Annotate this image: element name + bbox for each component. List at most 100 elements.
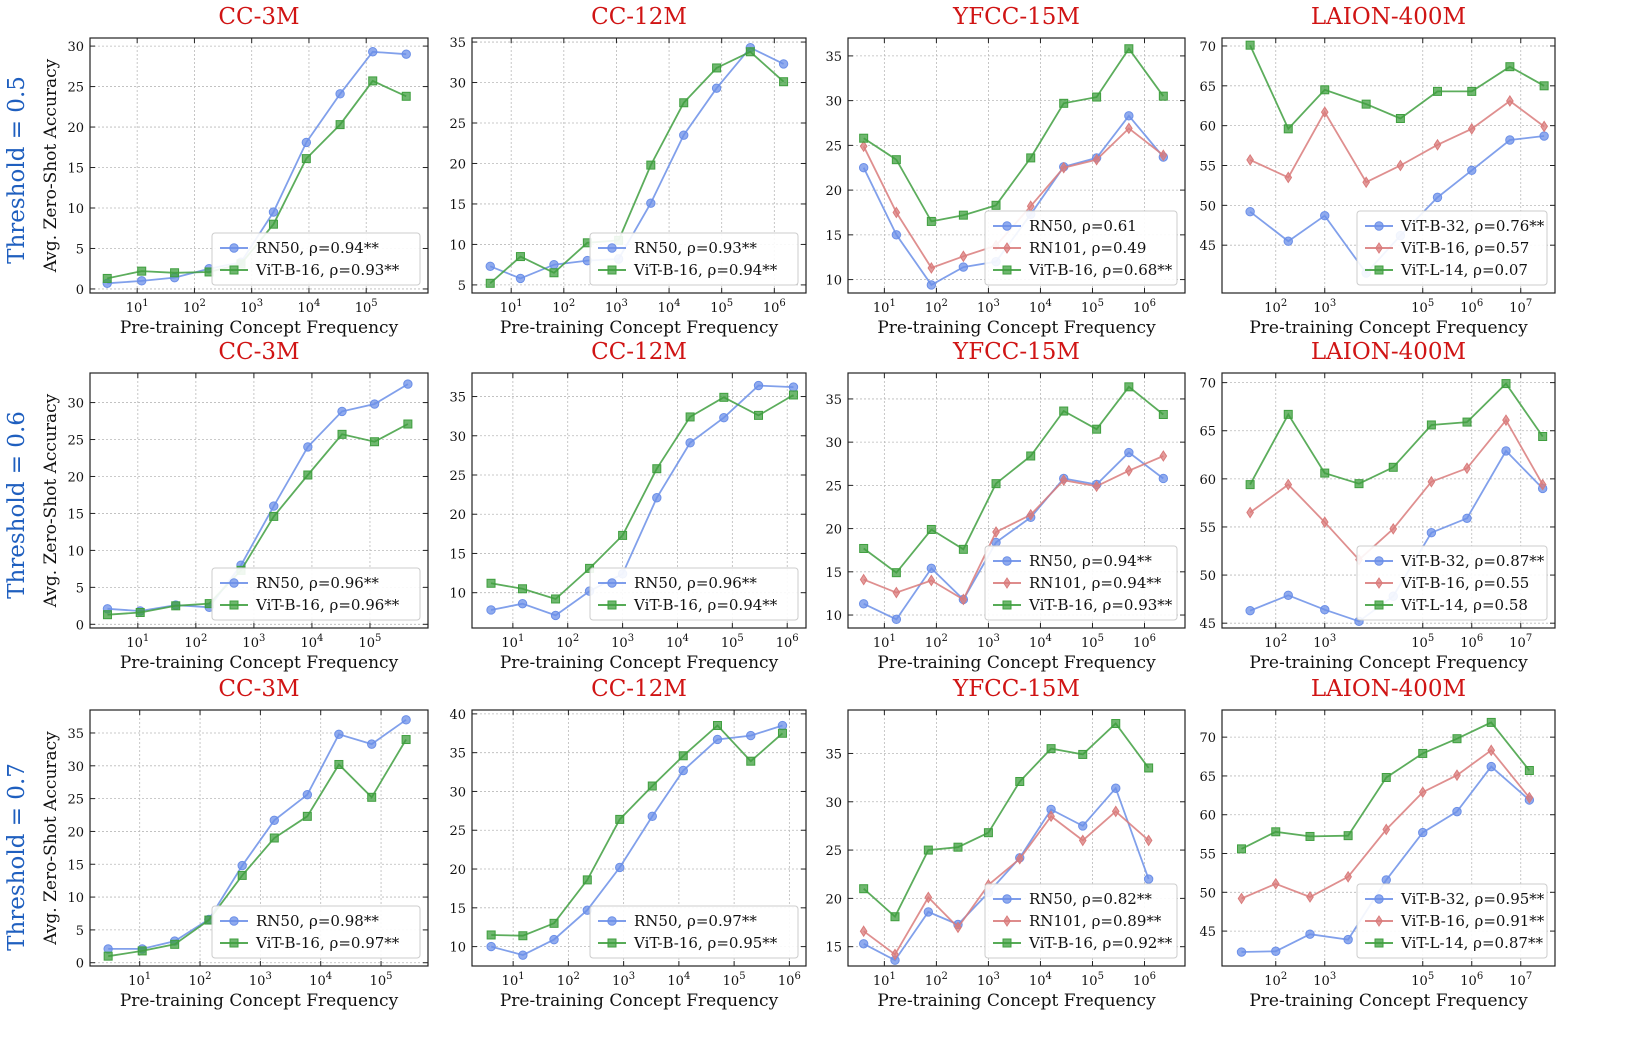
y-tick-label: 60	[1199, 809, 1216, 824]
panel-title: CC-3M	[218, 4, 299, 30]
x-tick-label: 104	[1029, 298, 1052, 316]
data-point	[788, 382, 799, 392]
series-line-vit	[108, 739, 407, 958]
data-point	[1539, 131, 1549, 141]
legend-marker	[1374, 600, 1384, 610]
x-axis-label: Pre-training Concept Frequency	[877, 653, 1156, 673]
chart-panel-11: 102 103 105 106 107 45 50 55 60 65 70 LAION-400M Pre…	[1199, 676, 1556, 1011]
data-point	[301, 154, 311, 164]
data-point	[652, 464, 662, 474]
legend-entry: RN50, ρ=0.82**	[1029, 890, 1152, 908]
legend-marker	[607, 938, 617, 948]
y-tick-label: 30	[67, 397, 84, 412]
legend-marker	[607, 916, 617, 926]
legend-marker	[229, 938, 239, 948]
panel-title: CC-3M	[218, 339, 299, 365]
data-point	[1305, 929, 1315, 939]
data-point	[652, 493, 662, 503]
x-tick-label: 105	[1081, 633, 1104, 651]
data-point	[1059, 474, 1068, 487]
legend-entry: RN101, ρ=0.89**	[1029, 912, 1162, 930]
legend-marker	[229, 600, 239, 610]
data-point	[1143, 874, 1154, 884]
legend-marker	[229, 916, 239, 926]
x-tick-label: 103	[612, 971, 635, 989]
data-point	[926, 216, 936, 226]
y-tick-label: 35	[449, 747, 466, 762]
data-point	[486, 578, 496, 588]
data-point	[102, 610, 112, 620]
data-point	[859, 573, 868, 586]
y-tick-label: 55	[1199, 521, 1216, 536]
data-point	[1381, 875, 1391, 885]
y-axis-label: Avg. Zero-Shot Accuracy	[41, 731, 61, 946]
data-point	[991, 479, 1001, 489]
data-point	[269, 815, 279, 825]
y-tick-label: 20	[825, 184, 842, 199]
data-point	[1382, 823, 1391, 836]
data-point	[1245, 605, 1255, 616]
data-point	[1305, 831, 1315, 841]
data-point	[1059, 98, 1069, 108]
y-tick-label: 30	[825, 95, 842, 110]
data-point	[1092, 480, 1101, 493]
x-axis-label: Pre-training Concept Frequency	[120, 653, 399, 673]
legend-marker	[1374, 221, 1384, 231]
data-point	[302, 811, 312, 821]
y-tick-label: 70	[1199, 40, 1216, 55]
data-point	[1078, 834, 1087, 847]
data-point	[269, 501, 279, 511]
data-point	[582, 875, 592, 885]
data-point	[369, 399, 380, 409]
data-point	[401, 49, 411, 59]
x-tick-label: 104	[297, 298, 320, 316]
data-point	[1320, 468, 1330, 478]
data-point	[891, 568, 901, 578]
legend-marker	[1002, 894, 1012, 904]
legend-entry: ViT-B-16, ρ=0.93**	[1028, 596, 1173, 614]
series-line-rn101	[863, 455, 1164, 601]
y-axis-label: Avg. Zero-Shot Accuracy	[41, 58, 61, 273]
y-tick-label: 15	[67, 507, 84, 522]
data-point	[891, 948, 899, 961]
legend-entry: RN50, ρ=0.61	[1029, 217, 1137, 235]
x-tick-label: 105	[359, 633, 382, 651]
x-tick-label: 104	[658, 298, 681, 316]
x-axis-label: Pre-training Concept Frequency	[120, 318, 399, 338]
x-tick-label: 106	[1460, 971, 1483, 989]
data-point	[368, 76, 378, 86]
data-point	[685, 438, 695, 448]
legend: RN50, ρ=0.96** ViT-B-16, ρ=0.94**	[589, 567, 799, 621]
panel-title: CC-12M	[591, 4, 687, 30]
x-tick-label: 105	[1081, 971, 1104, 989]
x-tick-label: 102	[1264, 971, 1287, 989]
data-point	[712, 721, 722, 731]
legend-entry: ViT-B-16, ρ=0.55	[1400, 574, 1529, 592]
y-axis-label: Avg. Zero-Shot Accuracy	[41, 393, 61, 608]
y-tick-label: 30	[449, 430, 466, 445]
data-point	[1320, 516, 1329, 529]
y-tick-label: 10	[825, 609, 842, 624]
data-point	[1538, 478, 1547, 491]
x-tick-label: 105	[723, 971, 746, 989]
y-tick-label: 50	[1199, 569, 1216, 584]
plot-frame	[471, 37, 807, 294]
y-tick-label: 40	[449, 708, 466, 723]
data-point	[1271, 946, 1281, 956]
x-axis-label: Pre-training Concept Frequency	[500, 318, 779, 338]
data-point	[1539, 81, 1549, 91]
x-tick-label: 103	[977, 971, 1000, 989]
data-point	[1525, 791, 1534, 804]
data-point	[1501, 446, 1511, 456]
x-tick-label: 101	[873, 298, 896, 316]
data-point	[1452, 806, 1462, 817]
legend-box	[211, 232, 421, 286]
x-tick-label: 106	[1133, 298, 1156, 316]
x-tick-label: 107	[1509, 298, 1532, 316]
plot-frame	[847, 372, 1186, 629]
data-point	[367, 739, 377, 749]
plot-frame	[471, 372, 807, 629]
legend-marker	[229, 243, 239, 253]
legend-box	[1356, 210, 1548, 286]
